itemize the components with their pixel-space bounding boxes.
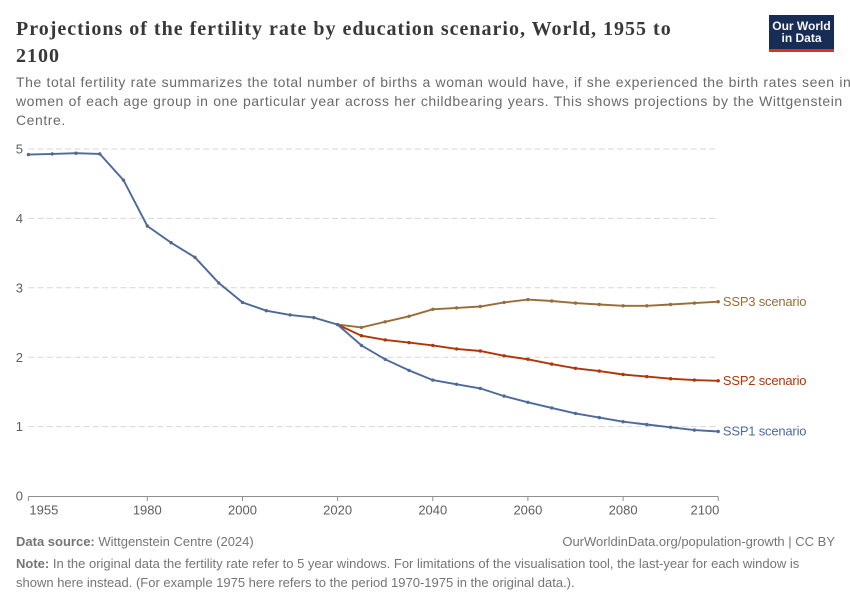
svg-text:2100: 2100	[690, 502, 719, 517]
svg-text:SSP2 scenario: SSP2 scenario	[723, 373, 806, 388]
svg-text:SSP1 scenario: SSP1 scenario	[723, 423, 806, 438]
svg-text:1980: 1980	[133, 502, 162, 517]
svg-text:5: 5	[16, 142, 23, 157]
svg-text:0: 0	[16, 489, 23, 504]
svg-text:2000: 2000	[228, 502, 257, 517]
svg-text:1955: 1955	[29, 502, 58, 517]
svg-text:2080: 2080	[609, 502, 638, 517]
svg-text:2060: 2060	[513, 502, 542, 517]
svg-text:1: 1	[16, 419, 23, 434]
svg-text:4: 4	[16, 211, 23, 226]
svg-text:2040: 2040	[418, 502, 447, 517]
svg-text:SSP3 scenario: SSP3 scenario	[723, 294, 806, 309]
svg-text:3: 3	[16, 280, 23, 295]
svg-text:2: 2	[16, 350, 23, 365]
svg-text:2020: 2020	[323, 502, 352, 517]
